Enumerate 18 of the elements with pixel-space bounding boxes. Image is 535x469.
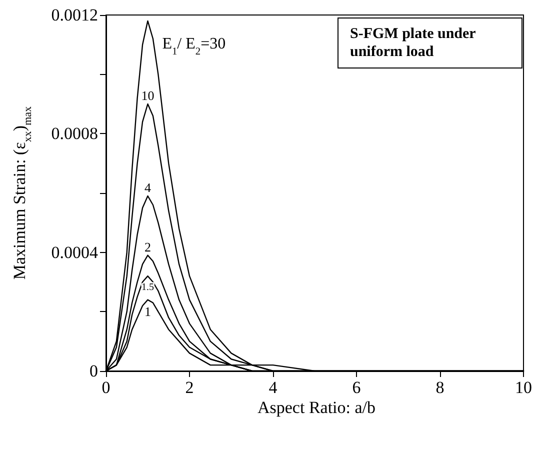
y-tick-label: 0 bbox=[90, 362, 98, 380]
y-tick-label: 0.0008 bbox=[51, 124, 98, 144]
series-label: 2 bbox=[144, 239, 151, 254]
series-label: 1.5 bbox=[142, 282, 154, 294]
x-tick-label: 10 bbox=[515, 378, 532, 397]
y-tick-label: 0.0004 bbox=[51, 242, 98, 262]
series-label: E$_{1}$/ E$_{2}$=30 bbox=[162, 35, 226, 57]
x-tick-label: 6 bbox=[352, 378, 361, 397]
x-axis-title: Aspect Ratio: a/b bbox=[257, 398, 376, 417]
series-label: 1 bbox=[144, 304, 151, 319]
x-tick-label: 0 bbox=[102, 378, 110, 397]
x-tick-label: 4 bbox=[268, 378, 278, 397]
series-label: 10 bbox=[141, 88, 154, 103]
x-tick-label: 2 bbox=[185, 378, 194, 397]
annotation: S-FGM plate under uniform load bbox=[350, 26, 476, 60]
y-tick-label: 0.0012 bbox=[51, 6, 98, 24]
x-tick-label: 8 bbox=[436, 378, 444, 397]
series-label: 4 bbox=[144, 180, 152, 195]
